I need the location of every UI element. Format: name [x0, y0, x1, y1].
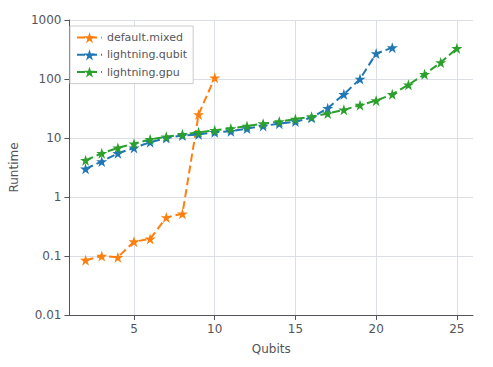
svg-text:0.1: 0.1 — [42, 249, 61, 263]
svg-text:lightning.gpu: lightning.gpu — [107, 66, 180, 79]
svg-text:Qubits: Qubits — [252, 342, 291, 356]
svg-text:lightning.qubit: lightning.qubit — [107, 48, 188, 61]
svg-text:20: 20 — [369, 322, 384, 336]
svg-text:1000: 1000 — [31, 13, 62, 27]
svg-text:1: 1 — [54, 190, 62, 204]
svg-text:15: 15 — [288, 322, 303, 336]
svg-text:Runtime: Runtime — [7, 142, 21, 192]
svg-text:25: 25 — [449, 322, 464, 336]
svg-text:10: 10 — [46, 131, 61, 145]
svg-text:0.01: 0.01 — [35, 308, 62, 322]
svg-text:5: 5 — [130, 322, 138, 336]
svg-text:100: 100 — [39, 72, 62, 86]
svg-text:10: 10 — [207, 322, 222, 336]
svg-text:default.mixed: default.mixed — [107, 31, 183, 44]
